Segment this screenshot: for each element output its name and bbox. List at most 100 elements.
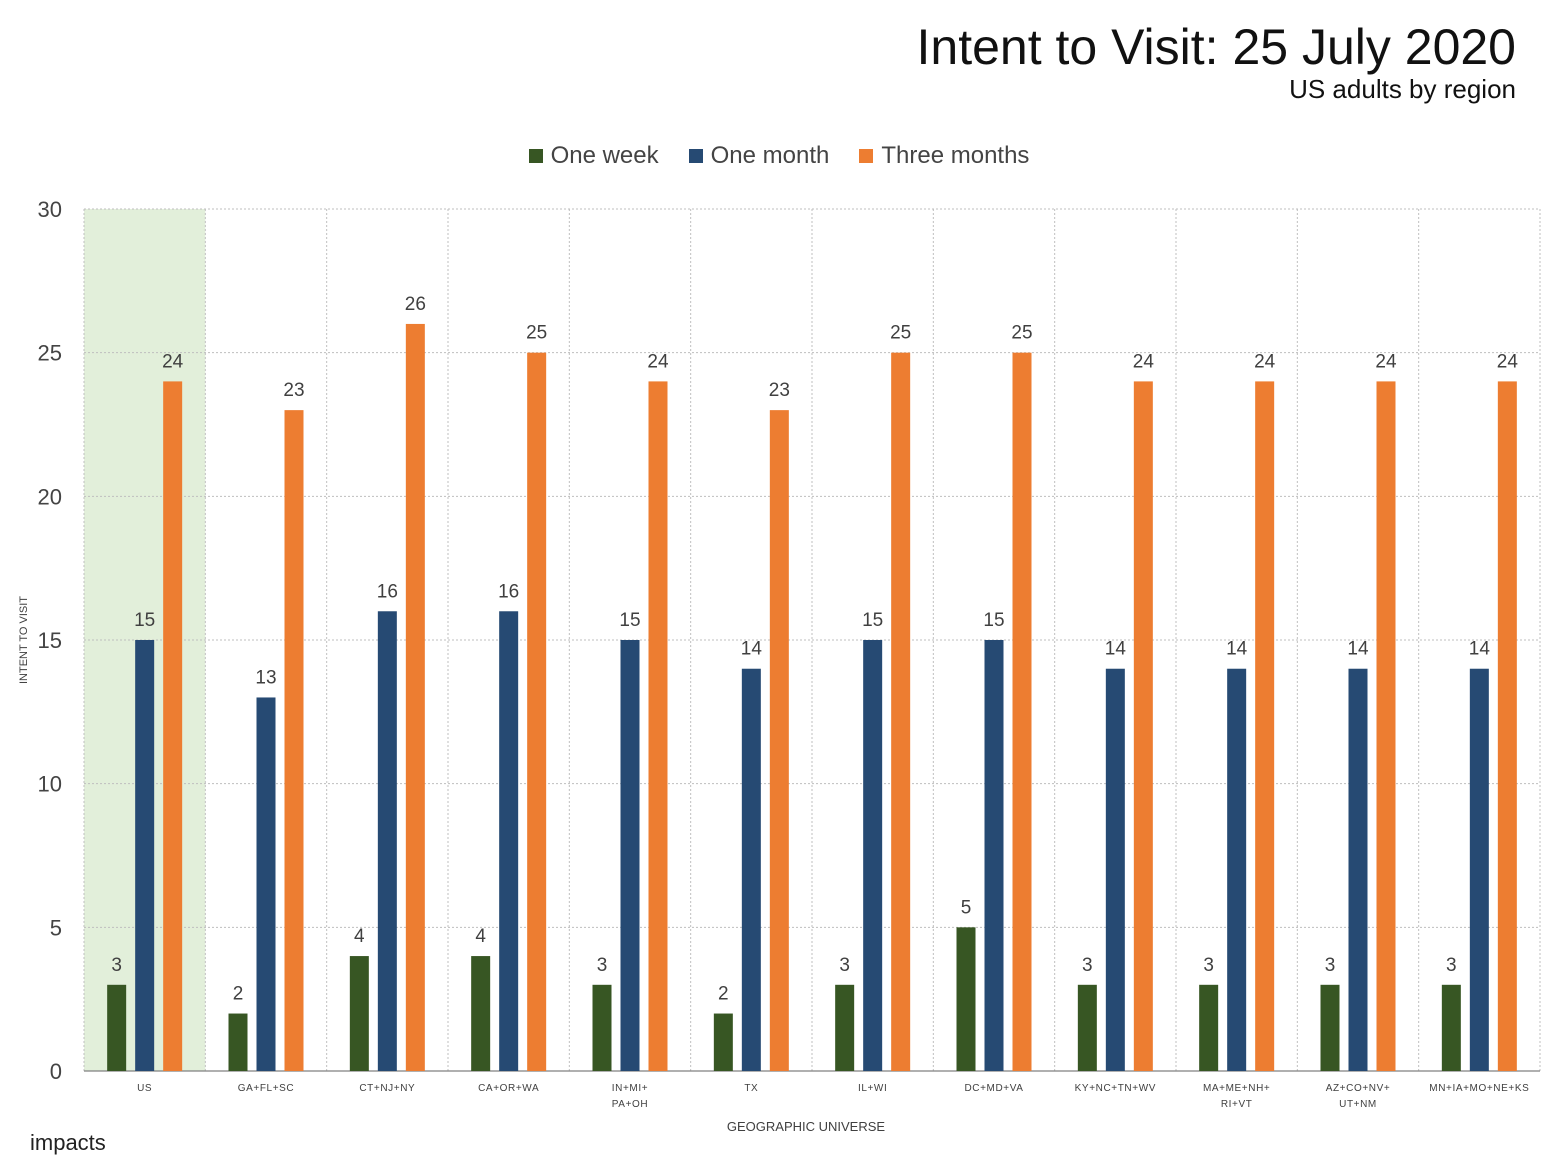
data-label: 23	[769, 380, 790, 401]
bar	[1012, 352, 1032, 1072]
legend-label-one-week: One week	[550, 142, 659, 169]
legend-swatch-three-months	[859, 149, 874, 163]
impacts-logo: impacts	[30, 1130, 106, 1155]
bar	[769, 410, 789, 1072]
legend-item-one-month: One month	[688, 142, 830, 170]
x-tick-label: AZ+CO+NV+	[1326, 1083, 1391, 1094]
data-label: 24	[1375, 351, 1397, 372]
data-label: 16	[498, 581, 519, 602]
data-label: 4	[354, 926, 365, 947]
y-tick-label: 10	[38, 772, 62, 797]
chart-subtitle: US adults by region	[1289, 74, 1516, 104]
data-label: 25	[1011, 323, 1032, 344]
legend-item-one-week: One week	[528, 142, 659, 170]
data-label: 25	[890, 323, 911, 344]
data-label: 14	[1347, 639, 1369, 660]
y-tick-label: 20	[38, 484, 62, 509]
data-label: 15	[134, 610, 155, 631]
bar	[163, 381, 183, 1071]
bar	[1469, 668, 1489, 1071]
bar	[1077, 984, 1097, 1071]
bar	[1497, 381, 1517, 1071]
x-tick-label: IN+MI+	[612, 1083, 648, 1094]
data-label: 3	[111, 955, 122, 976]
bar	[863, 640, 883, 1071]
bar	[135, 640, 155, 1071]
y-tick-label: 0	[50, 1059, 62, 1084]
data-label: 3	[1325, 955, 1336, 976]
data-label: 15	[619, 610, 640, 631]
bar	[713, 1013, 733, 1071]
bar	[1227, 668, 1247, 1071]
x-tick-label: CA+OR+WA	[478, 1083, 539, 1094]
data-label: 13	[255, 667, 276, 688]
bar	[1441, 984, 1461, 1071]
bar	[741, 668, 761, 1071]
data-label: 3	[839, 955, 850, 976]
bar	[1133, 381, 1153, 1071]
x-tick-label: CT+NJ+NY	[359, 1083, 415, 1094]
x-tick-label: US	[137, 1083, 152, 1094]
y-tick-label: 5	[50, 915, 62, 940]
x-axis-title: GEOGRAPHIC UNIVERSE	[727, 1119, 886, 1134]
bar	[349, 956, 369, 1071]
y-tick-label: 15	[38, 628, 62, 653]
data-label: 3	[1446, 955, 1457, 976]
data-label: 3	[1082, 955, 1093, 976]
bar	[1199, 984, 1219, 1071]
y-tick-label: 30	[38, 197, 62, 222]
bar	[648, 381, 668, 1071]
data-label: 24	[1254, 351, 1276, 372]
bar	[527, 352, 547, 1072]
data-label: 14	[1226, 639, 1248, 660]
data-label: 3	[597, 955, 608, 976]
legend-label-three-months: Three months	[881, 142, 1030, 169]
data-label: 15	[983, 610, 1004, 631]
data-label: 3	[1203, 955, 1214, 976]
legend-swatch-one-week	[528, 149, 543, 163]
data-label: 2	[718, 984, 729, 1005]
chart-title: Intent to Visit: 25 July 2020	[916, 19, 1516, 75]
data-label: 25	[526, 323, 547, 344]
legend-label-one-month: One month	[710, 142, 830, 169]
y-axis-title: INTENT TO VISIT	[18, 596, 30, 684]
bar	[592, 984, 612, 1071]
bar	[284, 410, 304, 1072]
data-label: 26	[405, 294, 426, 315]
y-tick-label: 25	[38, 341, 62, 366]
legend: One week One month Three months	[0, 142, 1558, 170]
bar	[228, 1013, 248, 1071]
x-tick-label: UT+NM	[1339, 1099, 1377, 1110]
bar	[377, 611, 397, 1071]
x-tick-label: TX	[744, 1083, 758, 1094]
x-tick-label: MA+ME+NH+	[1203, 1083, 1270, 1094]
data-label: 24	[162, 351, 184, 372]
bar	[984, 640, 1004, 1071]
x-tick-label: MN+IA+MO+NE+KS	[1429, 1083, 1529, 1094]
bar	[256, 697, 276, 1071]
bar	[107, 984, 127, 1071]
bar	[1348, 668, 1368, 1071]
x-tick-label: KY+NC+TN+WV	[1075, 1083, 1156, 1094]
x-tick-label: GA+FL+SC	[238, 1083, 295, 1094]
data-label: 2	[233, 984, 244, 1005]
bar	[405, 323, 425, 1071]
data-label: 5	[961, 897, 972, 918]
data-label: 16	[377, 581, 398, 602]
bar	[956, 927, 976, 1071]
bar	[471, 956, 491, 1071]
x-tick-label: PA+OH	[612, 1099, 648, 1110]
data-label: 24	[1497, 351, 1519, 372]
data-label: 14	[1105, 639, 1127, 660]
bar	[1376, 381, 1396, 1071]
bar	[1255, 381, 1275, 1071]
data-label: 14	[1469, 639, 1491, 660]
data-label: 23	[283, 380, 304, 401]
data-label: 15	[862, 610, 883, 631]
bar	[891, 352, 911, 1072]
bar	[1105, 668, 1125, 1071]
x-tick-label: RI+VT	[1221, 1099, 1253, 1110]
legend-swatch-one-month	[688, 149, 703, 163]
data-label: 4	[475, 926, 486, 947]
